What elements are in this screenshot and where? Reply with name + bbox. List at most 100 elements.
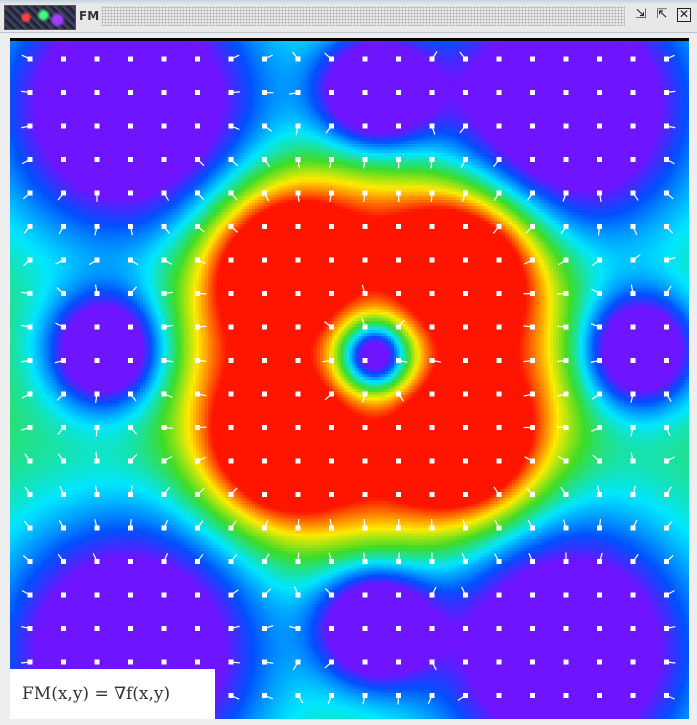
vector-arrow <box>128 559 133 564</box>
vector-arrow <box>463 358 468 363</box>
vector-arrow <box>161 190 170 202</box>
vector-arrow <box>161 519 169 531</box>
vector-arrow <box>128 518 133 531</box>
vector-arrow <box>21 625 33 631</box>
vector-arrow <box>463 291 468 296</box>
vector-arrow <box>94 391 100 403</box>
vector-arrow <box>496 123 502 129</box>
window-titlebar[interactable]: FM ⇲ ⇱ ✕ <box>0 0 697 33</box>
vector-arrow <box>161 425 174 430</box>
titlebar-drag-grip[interactable] <box>101 6 625 26</box>
vector-arrow <box>195 553 204 564</box>
vector-arrow <box>329 458 334 464</box>
vector-arrow <box>295 552 301 564</box>
restore-icon[interactable]: ⇲ <box>635 7 647 22</box>
vector-arrow <box>664 90 676 95</box>
vector-arrow <box>630 358 636 363</box>
vector-arrow <box>664 555 674 564</box>
vector-arrow <box>396 592 401 598</box>
vector-arrow <box>429 324 435 330</box>
vector-arrow <box>21 324 33 330</box>
vector-arrow <box>396 391 405 402</box>
vector-arrow <box>295 257 301 263</box>
vector-arrow <box>295 425 301 430</box>
vector-arrow <box>195 391 207 397</box>
vector-arrow <box>94 659 100 665</box>
vector-arrow <box>523 358 535 363</box>
vector-arrow <box>262 54 273 62</box>
vector-arrow <box>463 458 468 464</box>
vector-arrow <box>262 190 270 202</box>
vector-arrow <box>496 458 502 464</box>
vector-arrow <box>228 625 240 631</box>
vector-arrow <box>262 224 267 229</box>
vector-arrow <box>128 56 133 62</box>
vector-arrow <box>228 324 234 330</box>
vector-arrow <box>563 659 569 665</box>
vector-arrow <box>664 486 672 497</box>
vector-arrow <box>295 123 301 135</box>
vector-arrow <box>592 257 602 267</box>
vector-arrow <box>597 224 602 236</box>
vector-arrow <box>664 625 676 631</box>
vector-arrow <box>630 254 641 263</box>
vector-arrow <box>523 391 535 397</box>
vector-arrow <box>161 626 167 631</box>
vector-arrow <box>463 626 468 631</box>
vector-arrow <box>530 592 535 598</box>
vector-arrow <box>563 693 569 698</box>
vector-arrow <box>195 358 207 363</box>
vector-arrow <box>55 322 66 330</box>
vector-arrow <box>664 190 674 200</box>
vector-arrow <box>329 224 334 229</box>
vector-arrow <box>161 455 173 464</box>
vector-arrow <box>362 224 368 229</box>
vector-arrow <box>161 257 173 265</box>
vector-arrow <box>22 257 33 267</box>
vector-arrow <box>396 358 408 363</box>
vector-arrow <box>556 358 569 363</box>
vector-arrow <box>24 453 33 464</box>
vector-arrow <box>630 391 636 403</box>
vector-arrow <box>128 454 138 464</box>
vector-arrow <box>94 190 100 202</box>
vector-arrow <box>396 224 401 229</box>
close-icon[interactable]: ✕ <box>677 7 691 22</box>
maximize-icon[interactable]: ⇱ <box>656 7 668 22</box>
vector-arrow <box>323 321 334 330</box>
vector-arrow <box>295 391 301 397</box>
vector-arrow <box>289 90 301 95</box>
vector-arrow <box>396 291 401 296</box>
vector-arrow <box>461 586 468 598</box>
vector-arrow <box>523 291 535 296</box>
vector-arrow <box>429 257 435 263</box>
vector-arrow <box>262 625 274 631</box>
vector-arrow <box>396 56 401 62</box>
vector-arrow <box>20 659 33 665</box>
vector-arrow <box>556 291 569 296</box>
vector-arrow <box>630 519 638 531</box>
vector-arrow <box>496 592 502 598</box>
vector-arrow <box>429 586 437 598</box>
vector-arrow <box>463 492 468 497</box>
vector-arrow <box>463 224 468 229</box>
vector-arrow <box>161 90 167 95</box>
vector-arrow <box>195 659 200 665</box>
vector-arrow <box>461 190 468 202</box>
vector-arrow <box>161 123 167 129</box>
vector-arrow <box>262 358 267 363</box>
gradient-field-heatmap <box>10 41 689 719</box>
vector-arrow <box>362 257 368 263</box>
vector-arrow <box>128 157 133 162</box>
vector-arrow <box>262 324 267 330</box>
vector-arrow <box>161 552 169 564</box>
vector-arrow <box>362 123 368 129</box>
vector-arrow <box>496 324 502 330</box>
vector-arrow <box>228 693 240 700</box>
vector-arrow <box>429 391 435 397</box>
vector-arrow <box>329 257 334 263</box>
vector-arrow <box>94 358 100 363</box>
vector-arrow <box>396 190 401 203</box>
vector-arrow <box>329 425 334 430</box>
vector-arrow <box>557 455 569 464</box>
